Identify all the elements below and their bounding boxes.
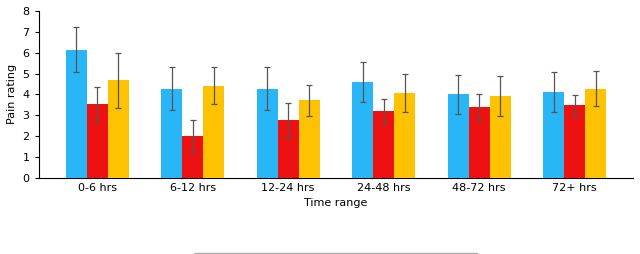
Bar: [543, 92, 564, 178]
Y-axis label: Pain rating: Pain rating: [7, 64, 17, 124]
Bar: [161, 89, 182, 178]
Bar: [490, 96, 511, 178]
Legend: Erector spinae, Thoracic epidural, PCA: Erector spinae, Thoracic epidural, PCA: [193, 253, 478, 254]
Bar: [564, 105, 585, 178]
Bar: [585, 89, 606, 178]
X-axis label: Time range: Time range: [304, 198, 367, 208]
Bar: [108, 80, 129, 178]
Bar: [299, 100, 319, 178]
Bar: [86, 104, 108, 178]
Bar: [447, 94, 468, 178]
Bar: [182, 136, 203, 178]
Bar: [394, 93, 415, 178]
Bar: [257, 89, 278, 178]
Bar: [278, 120, 299, 178]
Bar: [66, 50, 86, 178]
Bar: [468, 107, 490, 178]
Bar: [373, 112, 394, 178]
Bar: [203, 86, 224, 178]
Bar: [352, 82, 373, 178]
